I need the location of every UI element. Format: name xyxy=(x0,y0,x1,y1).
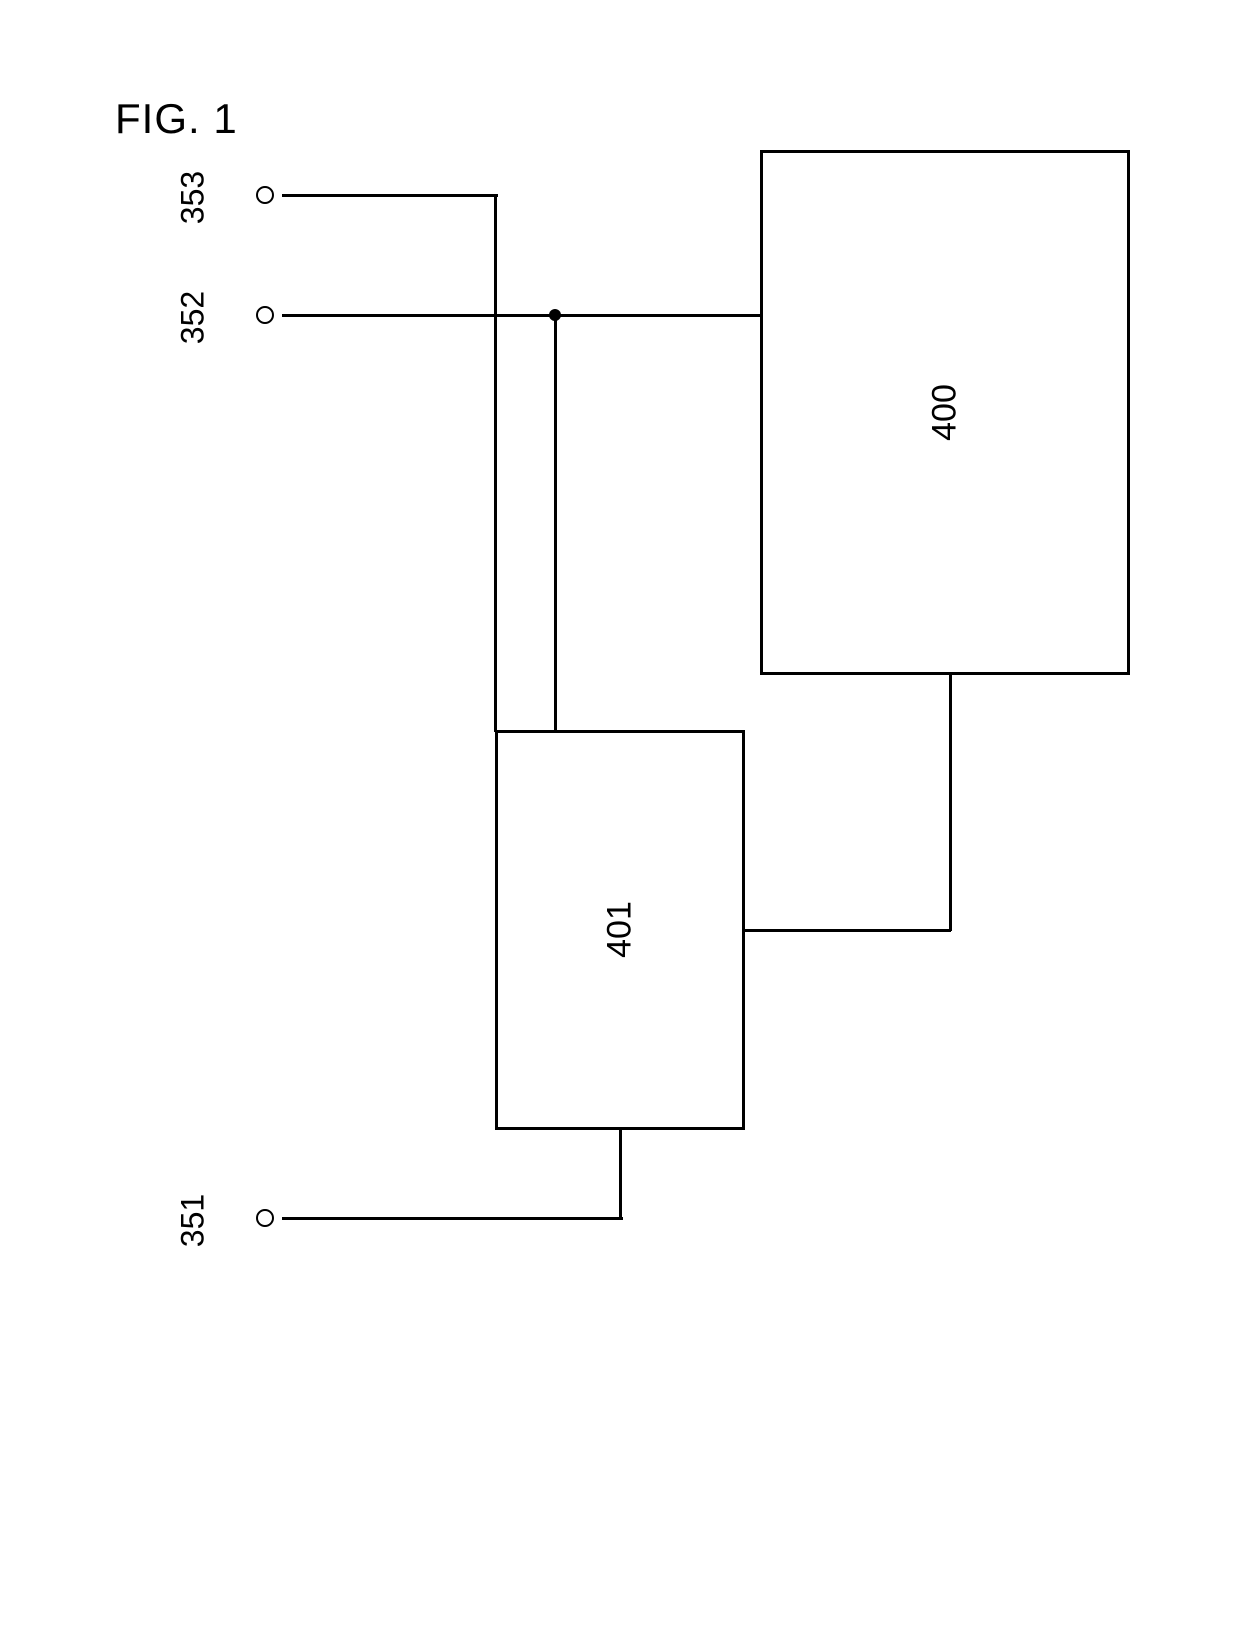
wire xyxy=(282,314,762,317)
wire xyxy=(282,1217,623,1220)
terminal-352 xyxy=(256,306,274,324)
block-diagram: FIG. 1 400 401 353 352 351 xyxy=(0,0,1240,1645)
wire xyxy=(619,1128,622,1219)
junction-dot xyxy=(549,309,561,321)
terminal-352-label: 352 xyxy=(175,283,212,353)
terminal-353-label: 353 xyxy=(175,163,212,233)
wire xyxy=(743,929,951,932)
terminal-351-label: 351 xyxy=(175,1186,212,1256)
block-400-label: 400 xyxy=(926,382,965,442)
terminal-353 xyxy=(256,186,274,204)
wire xyxy=(554,314,557,732)
wire xyxy=(282,194,498,197)
figure-title: FIG. 1 xyxy=(115,95,238,143)
block-401: 401 xyxy=(495,730,745,1130)
block-400: 400 xyxy=(760,150,1130,675)
wire xyxy=(494,194,497,732)
terminal-351 xyxy=(256,1209,274,1227)
wire xyxy=(949,673,952,931)
block-401-label: 401 xyxy=(601,900,640,960)
